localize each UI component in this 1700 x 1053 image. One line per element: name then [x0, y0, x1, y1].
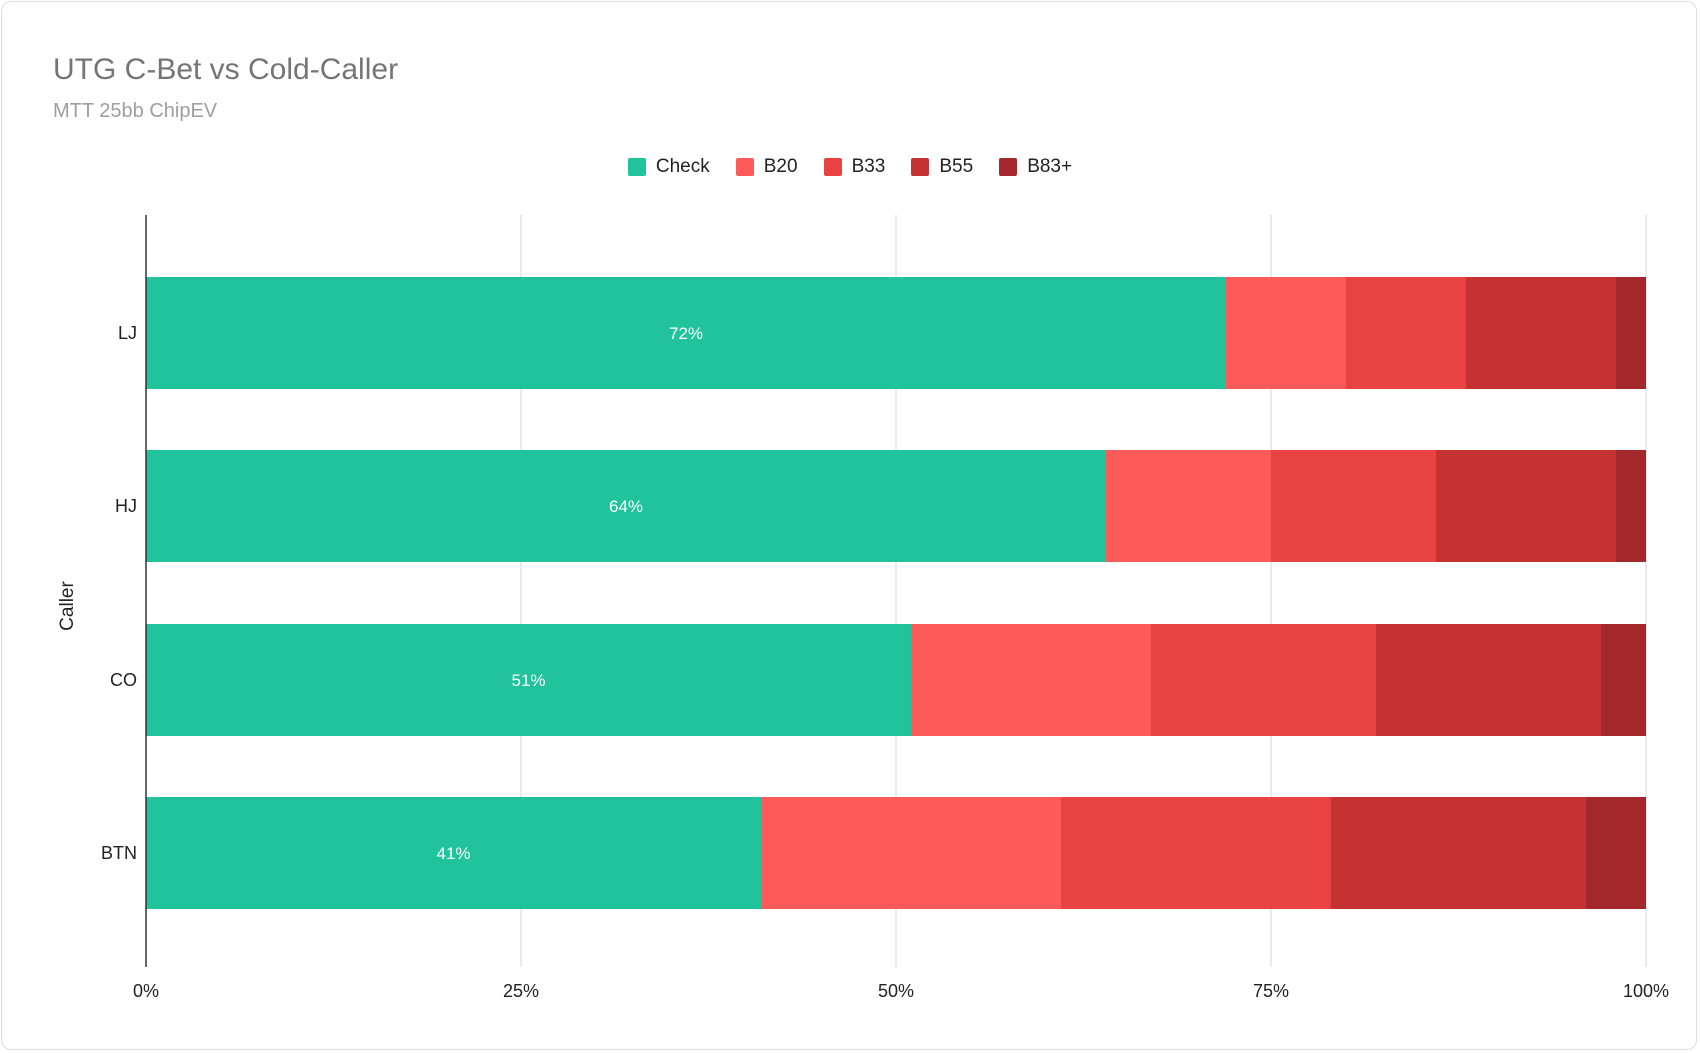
- bar-b20-btn: [761, 797, 1061, 909]
- bar-check-hj: [146, 450, 1106, 562]
- legend-label: B55: [939, 156, 974, 177]
- data-label: 64%: [609, 497, 643, 516]
- bar-check-btn: [146, 797, 761, 909]
- legend-label: B33: [851, 156, 886, 177]
- chart-subtitle: MTT 25bb ChipEV: [53, 100, 218, 122]
- legend-label: B20: [763, 156, 798, 177]
- legend: Check B20 B33 B55 B83+: [0, 156, 1700, 178]
- x-tick-label: 0%: [133, 981, 159, 1001]
- bar-b33-co: [1151, 624, 1376, 736]
- legend-item-b55: B55: [911, 156, 973, 178]
- bar-b20-lj: [1226, 277, 1346, 389]
- bar-b55-btn: [1331, 797, 1586, 909]
- y-tick-label: BTN: [101, 843, 137, 863]
- x-tick-label: 75%: [1253, 981, 1289, 1001]
- data-label: 72%: [669, 324, 703, 343]
- legend-label: Check: [655, 156, 710, 177]
- data-label: 41%: [436, 844, 470, 863]
- x-tick-label: 50%: [878, 981, 914, 1001]
- bar-b55-lj: [1466, 277, 1616, 389]
- bar-b55-co: [1376, 624, 1601, 736]
- legend-label: B83+: [1027, 156, 1073, 177]
- x-tick-label: 100%: [1623, 981, 1669, 1001]
- legend-swatch: [627, 158, 646, 176]
- bar-b55-hj: [1436, 450, 1616, 562]
- bar-check-co: [146, 624, 911, 736]
- chart-title: UTG C-Bet vs Cold-Caller: [53, 53, 399, 86]
- legend-item-b20: B20: [735, 156, 798, 178]
- bar-b83-btn: [1586, 797, 1646, 909]
- bar-b33-lj: [1346, 277, 1466, 389]
- bar-check-lj: [146, 277, 1226, 389]
- legend-swatch: [735, 158, 754, 176]
- bar-b83-lj: [1616, 277, 1646, 389]
- bar-b20-co: [911, 624, 1151, 736]
- y-tick-label: HJ: [115, 496, 137, 516]
- legend-item-check: Check: [627, 156, 710, 178]
- legend-item-b83: B83+: [999, 156, 1072, 178]
- bar-b83-hj: [1616, 450, 1646, 562]
- bar-b83-co: [1601, 624, 1646, 736]
- x-tick-label: 25%: [503, 981, 539, 1001]
- legend-swatch: [999, 158, 1018, 176]
- y-tick-label: LJ: [118, 323, 137, 343]
- y-axis-label: Caller: [57, 581, 78, 631]
- data-label: 51%: [511, 671, 545, 690]
- bar-b20-hj: [1106, 450, 1271, 562]
- legend-swatch: [911, 158, 930, 176]
- y-tick-label: CO: [110, 670, 137, 690]
- legend-swatch: [823, 158, 842, 176]
- legend-item-b33: B33: [823, 156, 886, 178]
- bar-b33-btn: [1061, 797, 1331, 909]
- bar-b33-hj: [1271, 450, 1436, 562]
